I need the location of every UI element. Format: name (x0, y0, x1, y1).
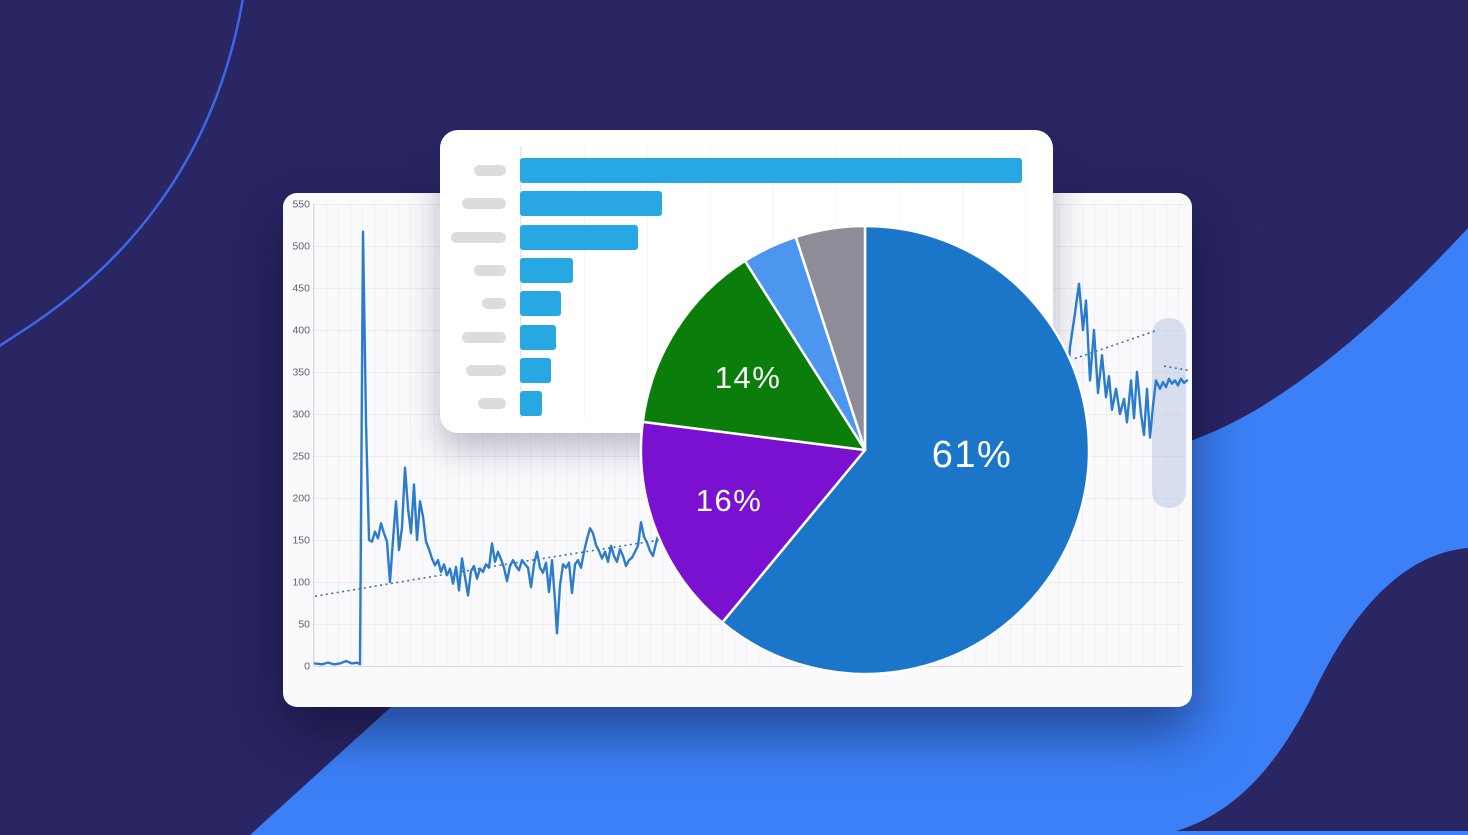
y-axis-tick: 500 (292, 241, 310, 253)
y-axis-tick: 200 (292, 493, 310, 505)
pie-slice-label: 16% (696, 483, 763, 518)
row-label-pill (474, 264, 506, 276)
y-axis-tick: 100 (292, 577, 310, 589)
trendline-tail-path (1163, 365, 1189, 372)
pie-slice-14pct (641, 259, 867, 452)
bar (520, 391, 543, 417)
row-label-pill (482, 298, 506, 310)
y-axis-tick: 50 (298, 619, 310, 631)
bar (520, 357, 552, 383)
pie-slice-label: 14% (715, 360, 782, 395)
row-label-pill (474, 165, 506, 176)
y-axis-tick: 550 (292, 199, 310, 211)
y-axis-tick: 450 (292, 283, 310, 295)
bar (520, 224, 638, 250)
trendline-path (314, 329, 1159, 598)
pie-slice-16pct (639, 420, 867, 624)
bar (520, 191, 663, 217)
y-axis-tick: 350 (292, 367, 310, 379)
y-axis-tick: 250 (292, 451, 310, 463)
y-axis-tick: 150 (292, 535, 310, 547)
line-series-path (313, 230, 1189, 666)
y-axis-tick: 300 (292, 409, 310, 421)
bar (520, 291, 562, 317)
row-label-pill (466, 364, 506, 376)
corner-hump-shape (1176, 548, 1468, 831)
pie-slice-5pct (794, 224, 867, 452)
bar (520, 257, 574, 283)
row-label-pill (451, 231, 506, 243)
pie-slice-61pct (720, 224, 1091, 676)
row-label-pill (478, 398, 506, 410)
row-label-pill (462, 198, 506, 210)
y-axis-tick: 0 (304, 661, 310, 673)
row-label-pill (462, 331, 506, 343)
y-axis-tick: 400 (292, 325, 310, 337)
bar (520, 158, 1022, 183)
pie-slice-label: 61% (932, 434, 1013, 476)
forecast-band (1152, 318, 1186, 508)
pie-chart-svg: 61% 16% 14% (639, 224, 1091, 676)
bar (520, 324, 557, 350)
arc-line (0, 0, 244, 347)
